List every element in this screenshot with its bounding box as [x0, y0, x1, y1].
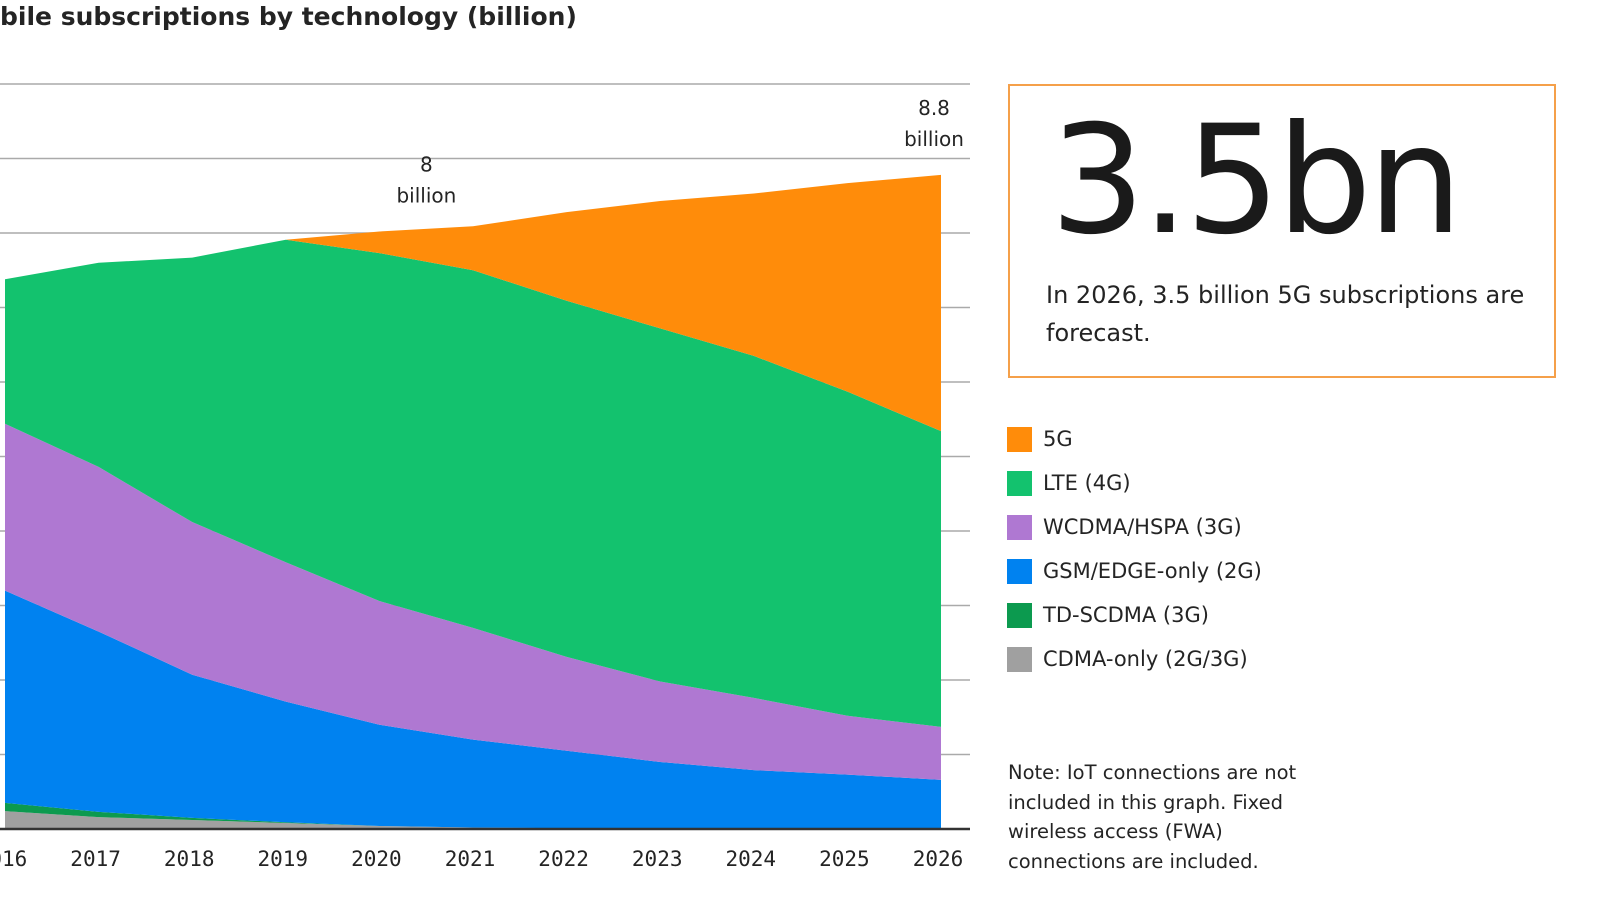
legend-label: TD-SCDMA (3G) [1043, 603, 1209, 627]
legend-swatch [1007, 558, 1032, 584]
legend: 5G LTE (4G) WCDMA/HSPA (3G) GSM/EDGE-onl… [1007, 417, 1262, 681]
legend-label: CDMA-only (2G/3G) [1043, 647, 1248, 671]
legend-label: LTE (4G) [1043, 471, 1131, 495]
x-tick-label: 2026 [913, 847, 964, 871]
x-tick-label: 2023 [632, 847, 683, 871]
legend-item: GSM/EDGE-only (2G) [1007, 549, 1262, 593]
x-tick-label: 2020 [351, 847, 402, 871]
legend-item: LTE (4G) [1007, 461, 1262, 505]
x-tick-label: 2025 [819, 847, 870, 871]
x-tick-label: 2024 [726, 847, 777, 871]
x-tick-label: 2016 [0, 847, 27, 871]
x-tick-label: 2022 [538, 847, 589, 871]
legend-swatch [1007, 514, 1032, 540]
x-tick-label: 2019 [258, 847, 309, 871]
legend-label: GSM/EDGE-only (2G) [1043, 559, 1262, 583]
legend-swatch [1007, 602, 1032, 628]
legend-label: 5G [1043, 427, 1073, 451]
stacked-area-chart: 2016 2017 2018 2019 2020 2021 2022 2023 2024 2025… [0, 83, 970, 871]
x-tick-label: 2021 [445, 847, 496, 871]
x-tick-label: 2018 [164, 847, 215, 871]
legend-item: CDMA-only (2G/3G) [1007, 637, 1262, 681]
callout-box: 3.5bn In 2026, 3.5 billion 5G subscripti… [1008, 84, 1556, 378]
chart-title: bile subscriptions by technology (billio… [0, 2, 577, 31]
legend-item: WCDMA/HSPA (3G) [1007, 505, 1262, 549]
legend-label: WCDMA/HSPA (3G) [1043, 515, 1242, 539]
annotation-value: 8 [420, 153, 433, 177]
area-cdma-only-2g-3g- [5, 811, 941, 829]
x-tick-label: 2017 [70, 847, 121, 871]
area-5g [5, 174, 941, 432]
area-wcdma-hspa-3g- [5, 423, 941, 780]
legend-item: 5G [1007, 417, 1262, 461]
chart-note: Note: IoT connections are not included i… [1008, 761, 1297, 873]
area-gsm-edge-only-2g- [5, 590, 941, 829]
legend-item: TD-SCDMA (3G) [1007, 593, 1262, 637]
annotation-unit: billion [904, 127, 964, 151]
callout-big-number: 3.5bn [1050, 94, 1463, 268]
area-lte-4g- [5, 239, 941, 727]
legend-swatch [1007, 470, 1032, 496]
annotation-value: 8.8 [918, 96, 950, 120]
annotation-unit: billion [396, 184, 456, 208]
callout-text: In 2026, 3.5 billion 5G subscriptions ar… [1046, 281, 1525, 347]
legend-swatch [1007, 426, 1032, 452]
legend-swatch [1007, 646, 1032, 672]
